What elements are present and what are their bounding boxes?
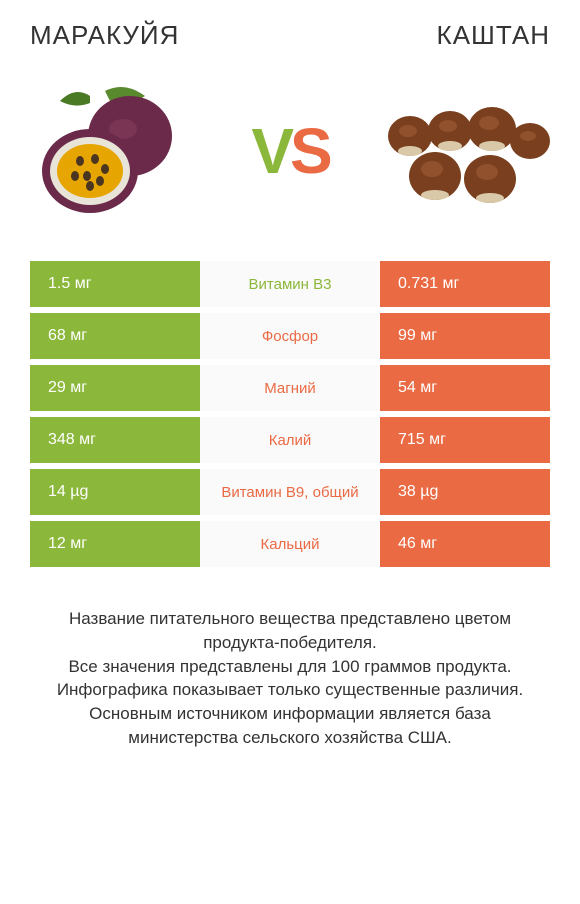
left-value: 29 мг	[30, 365, 200, 411]
footer-notes: Название питательного вещества представл…	[30, 607, 550, 750]
right-value: 0.731 мг	[380, 261, 550, 307]
nutrient-label: Кальций	[200, 521, 380, 567]
left-product-title: МАРАКУЙЯ	[30, 20, 179, 51]
table-row: 1.5 мгВитамин B30.731 мг	[30, 261, 550, 307]
right-value: 38 µg	[380, 469, 550, 515]
comparison-table: 1.5 мгВитамин B30.731 мг 68 мгФосфор99 мг…	[30, 261, 550, 567]
left-value: 68 мг	[30, 313, 200, 359]
footer-line: Все значения представлены для 100 граммо…	[40, 655, 540, 679]
table-row: 12 мгКальций46 мг	[30, 521, 550, 567]
table-row: 348 мгКалий715 мг	[30, 417, 550, 463]
right-value: 99 мг	[380, 313, 550, 359]
left-value: 12 мг	[30, 521, 200, 567]
vs-s: S	[290, 115, 329, 187]
left-value: 348 мг	[30, 417, 200, 463]
footer-line: Инфографика показывает только существенн…	[40, 678, 540, 702]
nutrient-label: Фосфор	[200, 313, 380, 359]
right-product-title: КАШТАН	[437, 20, 550, 51]
right-value: 46 мг	[380, 521, 550, 567]
vs-v: V	[251, 115, 290, 187]
right-value: 715 мг	[380, 417, 550, 463]
left-value: 14 µg	[30, 469, 200, 515]
vs-label: VS	[251, 114, 328, 188]
left-value: 1.5 мг	[30, 261, 200, 307]
table-row: 14 µgВитамин B9, общий38 µg	[30, 469, 550, 515]
nutrient-label: Витамин B3	[200, 261, 380, 307]
nutrient-label: Витамин B9, общий	[200, 469, 380, 515]
chestnut-image	[380, 76, 550, 226]
table-row: 68 мгФосфор99 мг	[30, 313, 550, 359]
nutrient-label: Калий	[200, 417, 380, 463]
hero-row: VS	[30, 71, 550, 231]
nutrient-label: Магний	[200, 365, 380, 411]
footer-line: Основным источником информации является …	[40, 702, 540, 750]
table-row: 29 мгМагний54 мг	[30, 365, 550, 411]
right-value: 54 мг	[380, 365, 550, 411]
passion-fruit-image	[30, 76, 200, 226]
footer-line: Название питательного вещества представл…	[40, 607, 540, 655]
